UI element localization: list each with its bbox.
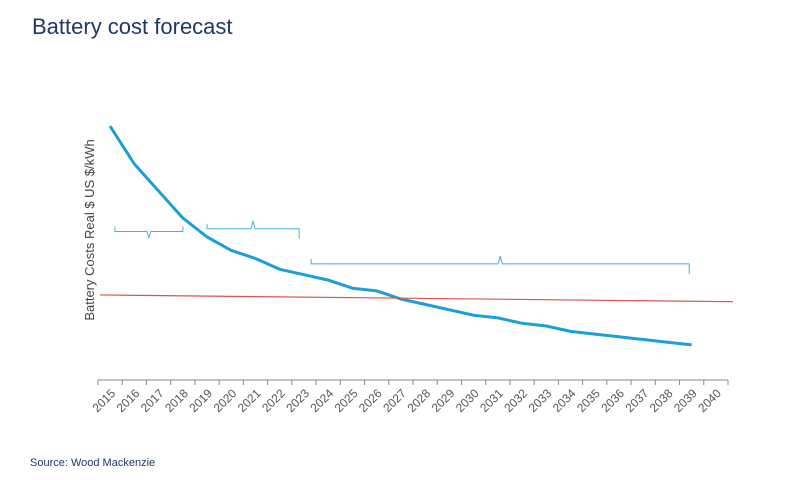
- x-tick-label: 2019: [186, 386, 215, 415]
- period-bracket: [114, 226, 184, 240]
- period-bracket: [310, 255, 690, 274]
- x-tick-label: 2039: [671, 386, 700, 415]
- x-tick-label: 2015: [89, 386, 118, 415]
- x-tick-label: 2022: [259, 386, 288, 415]
- x-tick-label: 2025: [332, 386, 361, 415]
- x-tick-label: 2027: [380, 386, 409, 415]
- x-tick-label: 2018: [162, 386, 191, 415]
- x-tick-label: 2024: [308, 386, 337, 415]
- chart-title: Battery cost forecast: [32, 14, 233, 39]
- x-tick-label: 2026: [356, 386, 385, 415]
- x-tick-label: 2038: [647, 386, 676, 415]
- x-tick-label: 2029: [429, 386, 458, 415]
- x-tick-label: 2023: [283, 386, 312, 415]
- x-tick-label: 2035: [574, 386, 603, 415]
- x-tick-label: 2030: [453, 386, 482, 415]
- period-bracket: [206, 220, 300, 239]
- x-tick-label: 2031: [477, 386, 506, 415]
- x-tick-label: 2016: [114, 386, 143, 415]
- battery-cost-line: [108, 125, 692, 347]
- x-tick-label: 2037: [623, 386, 652, 415]
- x-tick-label: 2034: [550, 386, 579, 415]
- source-note: Source: Wood Mackenzie: [30, 457, 156, 469]
- x-tick-label: 2040: [695, 386, 724, 415]
- x-tick-label: 2028: [404, 386, 433, 415]
- x-tick-label: 2017: [138, 386, 167, 415]
- x-tick-label: 2021: [235, 386, 264, 415]
- x-tick-label: 2033: [526, 386, 555, 415]
- x-tick-label: 2036: [598, 386, 627, 415]
- y-axis-label: Battery Costs Real $ US $/kWh: [82, 139, 97, 320]
- x-tick-label: 2032: [501, 386, 530, 415]
- x-tick-label: 2020: [211, 386, 240, 415]
- reference-line: [99, 294, 734, 303]
